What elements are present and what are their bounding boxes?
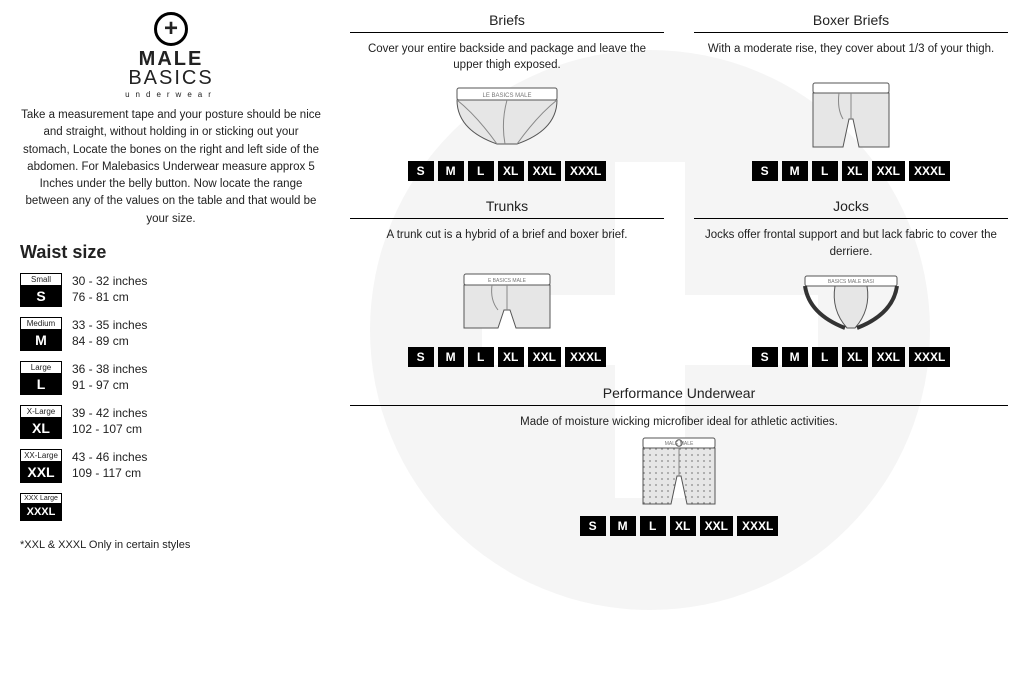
size-inches: 36 - 38 inches (72, 362, 147, 378)
size-chip: M (782, 161, 808, 181)
briefs-icon: LE BASICS MALE (350, 79, 664, 155)
page-root: + MALE BASICS underwear Take a measureme… (0, 0, 1024, 563)
performance-icon: MALE MALE (350, 434, 1008, 510)
product-desc: Cover your entire backside and package a… (350, 41, 664, 75)
size-chip: L (468, 347, 494, 367)
size-inches: 33 - 35 inches (72, 318, 147, 334)
brand-name-bottom: BASICS (128, 67, 213, 90)
size-badge: SmallS (20, 273, 62, 307)
size-chip: S (408, 161, 434, 181)
divider (350, 32, 664, 33)
brand-logo: + MALE BASICS underwear (16, 12, 326, 99)
size-chip: XL (842, 161, 868, 181)
product-title: Boxer Briefs (694, 12, 1008, 28)
size-chip: XXXL (565, 161, 606, 181)
product-title: Trunks (350, 198, 664, 214)
size-chip: XXXL (909, 161, 950, 181)
product-performance: Performance Underwear Made of moisture w… (350, 385, 1008, 552)
size-badge: MediumM (20, 317, 62, 351)
product-grid: Briefs Cover your entire backside and pa… (350, 12, 1008, 551)
size-chip: M (610, 516, 636, 536)
product-desc: With a moderate rise, they cover about 1… (694, 41, 1008, 75)
size-chip: L (812, 347, 838, 367)
size-chip: XL (842, 347, 868, 367)
size-chip: S (752, 347, 778, 367)
size-cm: 91 - 97 cm (72, 378, 147, 394)
product-desc: Made of moisture wicking microfiber idea… (350, 414, 1008, 430)
size-chip: L (812, 161, 838, 181)
table-row: XX-LargeXXL 43 - 46 inches109 - 117 cm (20, 449, 326, 483)
divider (350, 405, 1008, 406)
waist-size-table: SmallS 30 - 32 inches76 - 81 cm MediumM … (16, 273, 326, 522)
table-row: X-LargeXL 39 - 42 inches102 - 107 cm (20, 405, 326, 439)
product-briefs: Briefs Cover your entire backside and pa… (350, 12, 664, 196)
product-jocks: Jocks Jocks offer frontal support and bu… (694, 198, 1008, 382)
table-row: XXX LargeXXXL (20, 493, 326, 522)
boxer-briefs-icon (694, 79, 1008, 155)
jocks-icon: BASICS MALE BASI (694, 265, 1008, 341)
size-chip: M (438, 161, 464, 181)
divider (694, 218, 1008, 219)
svg-text:LE BASICS MALE: LE BASICS MALE (482, 93, 531, 99)
size-chip-row: S M L XL XXL XXXL (350, 161, 664, 181)
size-chip-row: S M L XL XXL XXXL (694, 347, 1008, 367)
product-title: Briefs (350, 12, 664, 28)
intro-paragraph: Take a measurement tape and your posture… (16, 107, 326, 228)
trunks-icon: E BASICS MALE (350, 265, 664, 341)
table-row: SmallS 30 - 32 inches76 - 81 cm (20, 273, 326, 307)
size-chip-row: S M L XL XXL XXXL (694, 161, 1008, 181)
size-chip: XXL (528, 347, 561, 367)
size-inches: 39 - 42 inches (72, 406, 147, 422)
size-chip: XL (498, 161, 524, 181)
product-boxer-briefs: Boxer Briefs With a moderate rise, they … (694, 12, 1008, 196)
svg-text:BASICS MALE BASI: BASICS MALE BASI (828, 279, 874, 285)
size-cm: 84 - 89 cm (72, 334, 147, 350)
size-chip: S (580, 516, 606, 536)
product-title: Performance Underwear (350, 385, 1008, 401)
size-badge: XX-LargeXXL (20, 449, 62, 483)
size-chip: XXXL (565, 347, 606, 367)
product-desc: Jocks offer frontal support and but lack… (694, 227, 1008, 261)
left-column: + MALE BASICS underwear Take a measureme… (16, 12, 326, 551)
size-inches: 30 - 32 inches (72, 274, 147, 290)
size-chip: L (640, 516, 666, 536)
size-chip: XXL (528, 161, 561, 181)
size-chip: XXL (872, 161, 905, 181)
size-chip: XXXL (737, 516, 778, 536)
size-cm: 76 - 81 cm (72, 290, 147, 306)
waist-size-heading: Waist size (20, 242, 326, 263)
size-chip-row: S M L XL XXL XXXL (350, 516, 1008, 536)
plus-circle-icon: + (154, 12, 188, 46)
size-cm: 102 - 107 cm (72, 422, 147, 438)
size-chip: XL (670, 516, 696, 536)
size-chip: M (782, 347, 808, 367)
size-inches: 43 - 46 inches (72, 450, 147, 466)
size-chip: M (438, 347, 464, 367)
size-chip: XXL (700, 516, 733, 536)
divider (350, 218, 664, 219)
size-chip: XXL (872, 347, 905, 367)
product-trunks: Trunks A trunk cut is a hybrid of a brie… (350, 198, 664, 382)
size-chip: L (468, 161, 494, 181)
table-row: LargeL 36 - 38 inches91 - 97 cm (20, 361, 326, 395)
divider (694, 32, 1008, 33)
size-badge: X-LargeXL (20, 405, 62, 439)
svg-text:E BASICS MALE: E BASICS MALE (488, 278, 527, 284)
product-title: Jocks (694, 198, 1008, 214)
size-chip: XXXL (909, 347, 950, 367)
size-chip-row: S M L XL XXL XXXL (350, 347, 664, 367)
size-cm: 109 - 117 cm (72, 466, 147, 482)
size-badge: XXX LargeXXXL (20, 493, 62, 522)
size-chip: S (408, 347, 434, 367)
brand-subtitle: underwear (125, 90, 217, 99)
table-row: MediumM 33 - 35 inches84 - 89 cm (20, 317, 326, 351)
footnote: *XXL & XXXL Only in certain styles (16, 539, 326, 551)
size-badge: LargeL (20, 361, 62, 395)
size-chip: XL (498, 347, 524, 367)
product-desc: A trunk cut is a hybrid of a brief and b… (350, 227, 664, 261)
size-chip: S (752, 161, 778, 181)
